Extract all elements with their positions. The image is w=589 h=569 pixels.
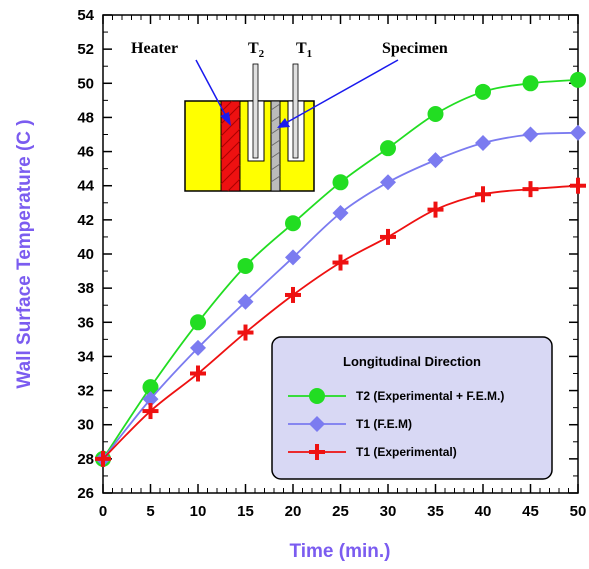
y-tick-label: 48	[77, 109, 94, 126]
specimen-label: Specimen	[382, 40, 448, 57]
x-tick-label: 15	[237, 503, 254, 520]
x-tick-label: 40	[475, 503, 492, 520]
y-tick-label: 42	[77, 212, 94, 229]
specimen-arrowhead	[277, 118, 290, 128]
t2-label: T2	[248, 40, 265, 60]
x-axis-title: Time (min.)	[290, 541, 391, 562]
y-tick-label: 54	[77, 7, 94, 24]
y-tick-label: 40	[77, 246, 94, 263]
y-tick-label: 44	[77, 178, 94, 195]
diamond-marker	[570, 124, 586, 141]
x-tick-label: 35	[427, 503, 444, 520]
y-tick-label: 38	[77, 280, 94, 297]
diamond-marker	[237, 293, 254, 310]
y-tick-labels: 26 28 30 32 34 36 38 40 42 44 46 48 50 52 54	[77, 7, 94, 502]
circle-marker	[142, 379, 159, 396]
heater-element	[220, 100, 241, 192]
x-tick-label: 5	[146, 503, 154, 520]
legend-entry: T1 (F.E.M)	[288, 416, 412, 432]
diamond-marker	[522, 126, 539, 143]
specimen-strip	[270, 100, 281, 192]
circle-marker	[332, 174, 349, 191]
circle-marker	[190, 314, 206, 331]
x-tick-label: 45	[522, 503, 539, 520]
diamond-marker	[309, 416, 325, 432]
y-tick-label: 52	[77, 41, 94, 58]
circle-marker	[309, 388, 325, 404]
x-tick-label: 25	[332, 503, 349, 520]
probe-t2	[252, 63, 259, 159]
circle-marker	[427, 106, 444, 123]
specimen-hatch	[270, 103, 281, 183]
y-tick-label: 28	[77, 451, 94, 468]
legend-entry: T2 (Experimental + F.E.M.)	[288, 388, 504, 404]
circle-marker	[522, 75, 539, 92]
circle-marker	[237, 257, 254, 274]
heater-arrow	[195, 59, 229, 121]
y-tick-label: 32	[77, 383, 94, 400]
t1-label: T1	[296, 40, 312, 60]
y-tick-label: 36	[77, 314, 94, 331]
legend-entry: T1 (Experimental)	[288, 444, 457, 460]
diamond-marker	[475, 135, 491, 152]
legend-box	[271, 336, 553, 480]
circle-marker	[475, 83, 491, 100]
heater-arrowhead	[220, 112, 231, 126]
inset-schematic: Heater T2 T1 Specimen	[131, 40, 448, 192]
circle-marker	[570, 71, 586, 88]
legend-label: T1 (F.E.M)	[356, 417, 412, 431]
legend-entries: T2 (Experimental + F.E.M.) T1 (F.E.M) T1 (…	[288, 388, 504, 460]
diamond-marker	[190, 339, 206, 356]
legend: Longitudinal Direction T2 (Experimental …	[271, 336, 553, 480]
legend-label: T1 (Experimental)	[356, 445, 457, 459]
diamond-marker	[380, 174, 396, 191]
x-tick-label: 20	[285, 503, 302, 520]
x-tick-labels: 0 5 10 15 20 25 30 35 40 45 50	[99, 503, 587, 520]
diamond-marker	[285, 249, 301, 266]
series-2	[95, 177, 586, 467]
heater-label: Heater	[131, 40, 178, 57]
y-tick-label: 46	[77, 144, 94, 161]
x-tick-label: 50	[570, 503, 587, 520]
x-tick-label: 0	[99, 503, 107, 520]
y-tick-label: 26	[77, 485, 94, 502]
y-axis-title: Wall Surface Temperature (C )	[14, 119, 35, 388]
series-line	[102, 131, 579, 460]
diamond-marker	[332, 205, 349, 222]
diamond-marker	[142, 391, 159, 408]
legend-label: T2 (Experimental + F.E.M.)	[356, 389, 504, 403]
specimen-arrow	[283, 59, 399, 125]
probe-t1	[292, 63, 299, 159]
y-tick-label: 34	[77, 348, 94, 365]
y-tick-label: 50	[77, 75, 94, 92]
circle-marker	[380, 140, 396, 157]
legend-title: Longitudinal Direction	[343, 354, 481, 369]
diamond-marker	[427, 152, 444, 169]
x-tick-label: 30	[380, 503, 397, 520]
circle-marker	[285, 215, 301, 232]
y-tick-label: 30	[77, 417, 94, 434]
series-layer	[95, 71, 586, 467]
x-tick-label: 10	[190, 503, 207, 520]
